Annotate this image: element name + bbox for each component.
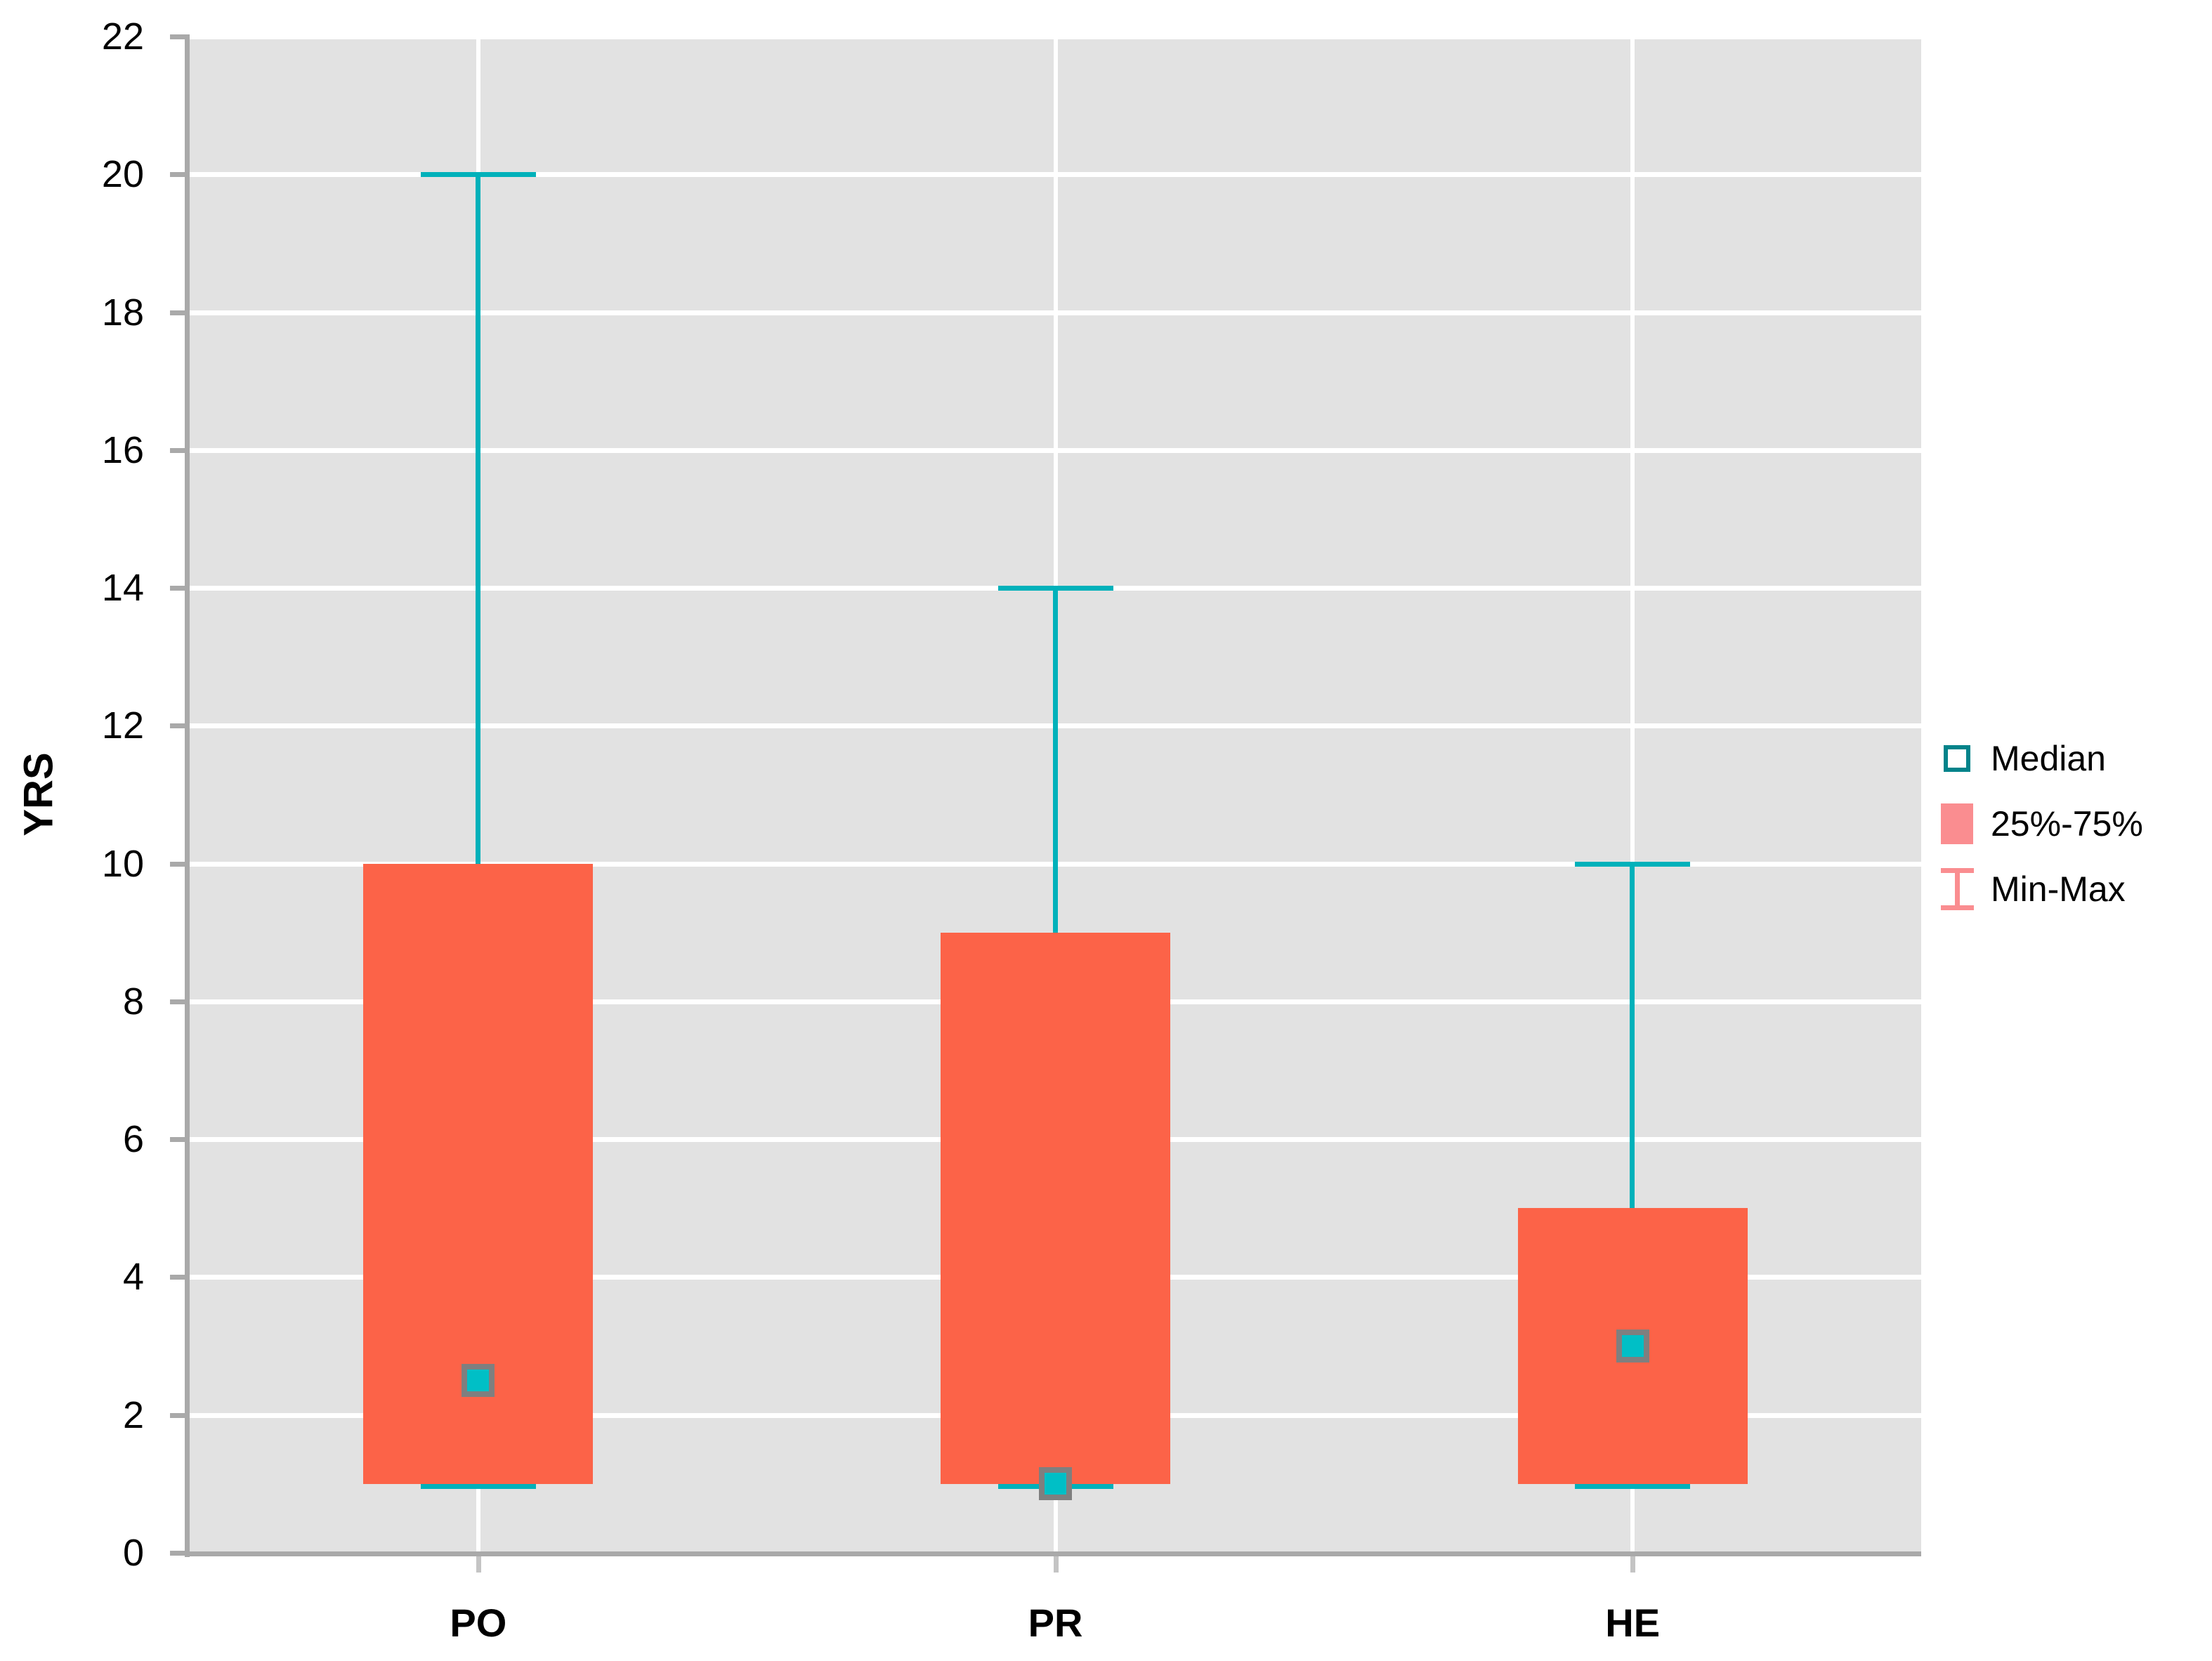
legend-item-box: 25%-75% xyxy=(1936,791,2206,856)
y-tick-mark xyxy=(170,999,190,1004)
y-tick-label: 22 xyxy=(101,15,144,58)
whisker-line-HE xyxy=(1630,863,1635,1209)
plot-area xyxy=(190,37,1921,1553)
y-tick-label: 0 xyxy=(122,1532,144,1574)
y-tick-mark xyxy=(170,1275,190,1280)
ibeam-bottom-bar xyxy=(1940,905,1974,910)
y-tick-mark xyxy=(170,172,190,178)
y-tick-label: 2 xyxy=(122,1393,144,1436)
legend-item-minmax: Min-Max xyxy=(1936,856,2206,921)
y-tick-label: 12 xyxy=(101,704,144,747)
legend-symbol-cell xyxy=(1936,744,1978,772)
y-tick-label: 16 xyxy=(101,428,144,471)
y-tick-mark xyxy=(170,1412,190,1418)
legend-symbol-cell xyxy=(1936,867,1978,910)
y-tick-label: 10 xyxy=(101,842,144,885)
legend-label-box: 25%-75% xyxy=(1991,803,2143,843)
y-tick-mark xyxy=(170,310,190,315)
x-axis-line xyxy=(185,1551,1921,1556)
gridline-vertical xyxy=(1630,37,1635,1553)
y-tick-mark xyxy=(170,34,190,39)
y-tick-mark xyxy=(170,723,190,729)
whisker-line-PR xyxy=(1052,588,1058,933)
whisker-cap-min-HE xyxy=(1575,1483,1691,1489)
x-tick-label-PR: PR xyxy=(1028,1601,1083,1645)
y-tick-label: 20 xyxy=(101,153,144,196)
whisker-cap-min-PO xyxy=(420,1483,536,1489)
legend: Median 25%-75% Min-Max xyxy=(1936,726,2206,921)
box-25-75-PR xyxy=(941,932,1170,1484)
box-swatch-icon xyxy=(1941,803,1973,844)
y-tick-mark xyxy=(170,447,190,453)
whisker-cap-max-HE xyxy=(1575,861,1691,867)
x-tick-label-PO: PO xyxy=(450,1601,507,1645)
median-hollow-square-icon xyxy=(1944,744,1970,772)
median-marker-PO xyxy=(462,1364,495,1398)
y-tick-label: 6 xyxy=(122,1118,144,1161)
whisker-cap-max-PR xyxy=(997,586,1113,591)
y-tick-mark xyxy=(170,861,190,867)
x-tick-mark xyxy=(1053,1556,1059,1573)
legend-label-median: Median xyxy=(1991,738,2106,778)
legend-item-median: Median xyxy=(1936,726,2206,791)
y-tick-label: 8 xyxy=(122,980,144,1023)
whisker-line-PO xyxy=(475,174,480,864)
y-axis-line xyxy=(185,36,190,1557)
y-tick-mark xyxy=(170,1551,190,1556)
whisker-cap-max-PO xyxy=(420,172,536,178)
minmax-ibeam-icon xyxy=(1940,867,1974,910)
x-tick-label-HE: HE xyxy=(1605,1601,1661,1645)
x-tick-mark xyxy=(1630,1556,1636,1573)
y-tick-label: 18 xyxy=(101,291,144,334)
y-tick-mark xyxy=(170,586,190,591)
ibeam-top-bar xyxy=(1940,867,1974,873)
y-axis-title: YRS xyxy=(15,752,62,836)
ibeam-vertical-bar xyxy=(1954,872,1960,905)
y-tick-label: 14 xyxy=(101,567,144,610)
y-tick-label: 4 xyxy=(122,1256,144,1299)
legend-symbol-cell xyxy=(1936,803,1978,844)
y-tick-mark xyxy=(170,1137,190,1143)
legend-label-minmax: Min-Max xyxy=(1991,869,2126,909)
median-marker-PR xyxy=(1039,1467,1072,1501)
median-marker-HE xyxy=(1616,1330,1649,1363)
x-tick-mark xyxy=(476,1556,481,1573)
